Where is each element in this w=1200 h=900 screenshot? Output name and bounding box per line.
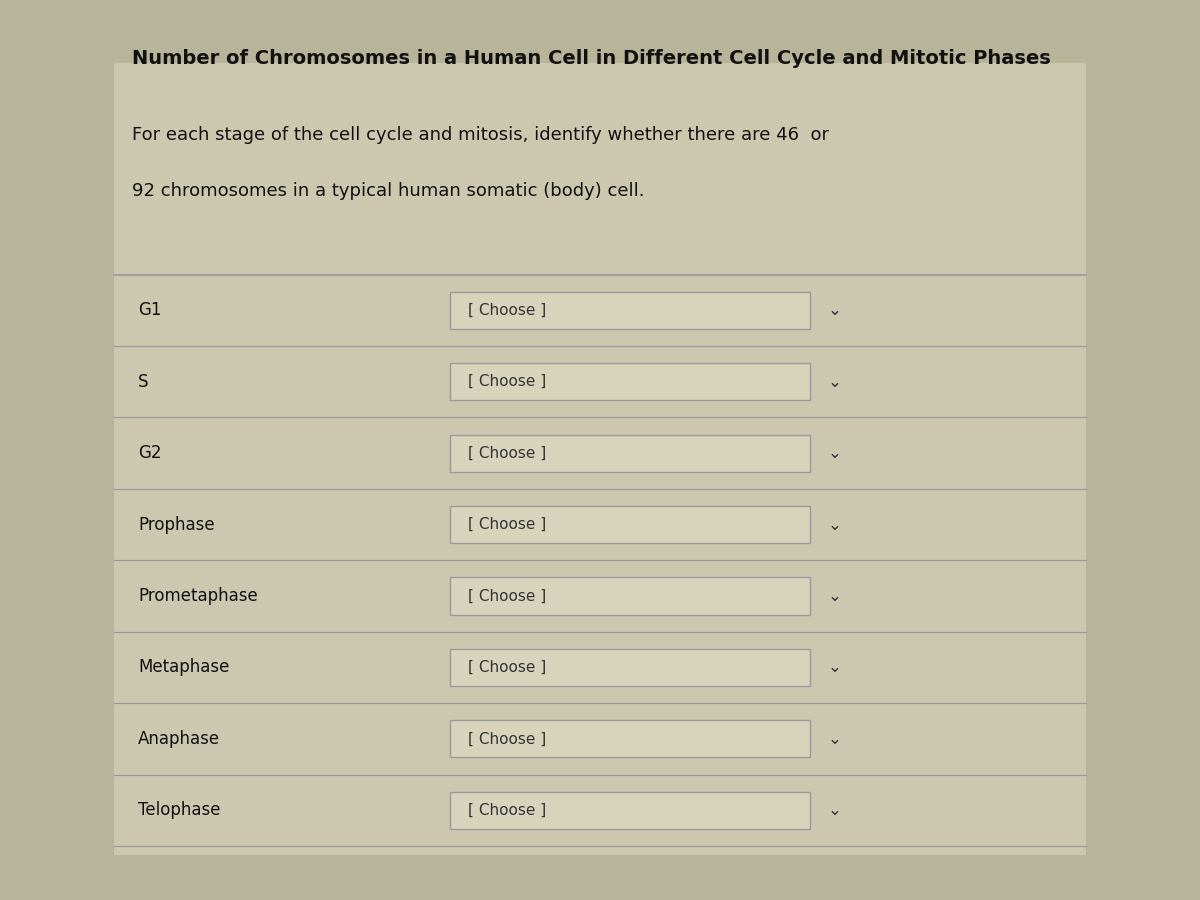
FancyBboxPatch shape [450, 792, 810, 829]
Text: G1: G1 [138, 302, 162, 319]
Text: [ Choose ]: [ Choose ] [468, 374, 546, 389]
FancyBboxPatch shape [450, 720, 810, 758]
Text: ⌄: ⌄ [828, 801, 842, 819]
Text: Prometaphase: Prometaphase [138, 587, 258, 605]
Text: ⌄: ⌄ [828, 659, 842, 677]
Text: ⌄: ⌄ [828, 444, 842, 462]
Text: [ Choose ]: [ Choose ] [468, 517, 546, 532]
Text: [ Choose ]: [ Choose ] [468, 589, 546, 604]
FancyBboxPatch shape [450, 649, 810, 686]
Text: [ Choose ]: [ Choose ] [468, 732, 546, 746]
Text: ⌄: ⌄ [828, 373, 842, 391]
Text: Number of Chromosomes in a Human Cell in Different Cell Cycle and Mitotic Phases: Number of Chromosomes in a Human Cell in… [132, 50, 1051, 68]
Text: For each stage of the cell cycle and mitosis, identify whether there are 46  or: For each stage of the cell cycle and mit… [132, 126, 829, 144]
Text: ⌄: ⌄ [828, 302, 842, 319]
Text: S: S [138, 373, 149, 391]
Text: [ Choose ]: [ Choose ] [468, 803, 546, 818]
Text: 92 chromosomes in a typical human somatic (body) cell.: 92 chromosomes in a typical human somati… [132, 182, 644, 200]
Text: ⌄: ⌄ [828, 730, 842, 748]
FancyBboxPatch shape [450, 506, 810, 543]
Text: [ Choose ]: [ Choose ] [468, 660, 546, 675]
FancyBboxPatch shape [114, 63, 1086, 855]
FancyBboxPatch shape [450, 435, 810, 472]
Text: [ Choose ]: [ Choose ] [468, 302, 546, 318]
FancyBboxPatch shape [450, 292, 810, 328]
Text: Metaphase: Metaphase [138, 659, 229, 677]
Text: Prophase: Prophase [138, 516, 215, 534]
Text: ⌄: ⌄ [828, 516, 842, 534]
FancyBboxPatch shape [450, 363, 810, 400]
Text: Anaphase: Anaphase [138, 730, 220, 748]
Text: Telophase: Telophase [138, 801, 221, 819]
FancyBboxPatch shape [450, 578, 810, 615]
Text: G2: G2 [138, 444, 162, 462]
Text: ⌄: ⌄ [828, 587, 842, 605]
Text: [ Choose ]: [ Choose ] [468, 446, 546, 461]
